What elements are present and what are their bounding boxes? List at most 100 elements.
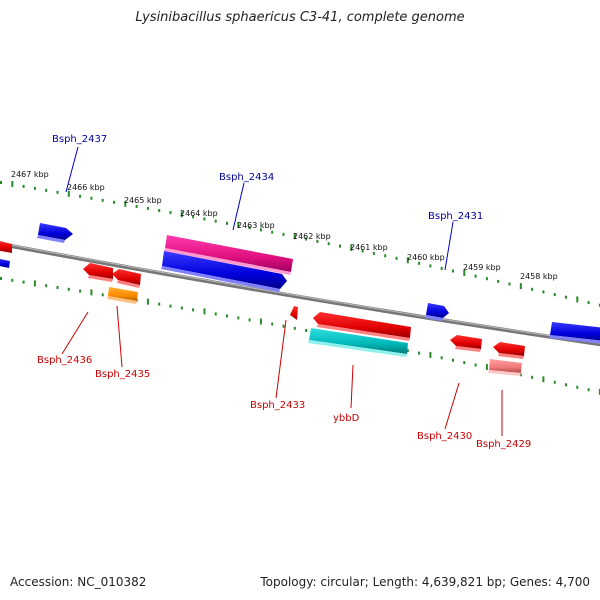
major-tick xyxy=(237,222,240,228)
minor-tick xyxy=(180,306,183,310)
gene-bsph-2435-red[interactable] xyxy=(112,269,141,288)
gene-bsph-2437[interactable] xyxy=(37,223,73,243)
kbp-label: 2464 kbp xyxy=(180,209,218,218)
minor-tick xyxy=(598,303,600,307)
minor-tick xyxy=(339,244,341,248)
gene-bsph-2436[interactable] xyxy=(83,263,113,282)
minor-tick xyxy=(542,290,545,294)
top-tick-row xyxy=(0,181,600,307)
minor-tick xyxy=(214,312,217,316)
minor-tick xyxy=(67,287,70,291)
gene-bsph-2429[interactable] xyxy=(488,359,522,376)
major-tick xyxy=(576,296,579,303)
gene-red-left-edge[interactable] xyxy=(0,240,12,253)
gene-label-bsph-2435: Bsph_2435 xyxy=(95,369,150,380)
minor-tick xyxy=(553,293,556,297)
gene-label-ybbd: ybbD xyxy=(333,413,360,424)
gene-label-bsph-2431: Bsph_2431 xyxy=(428,211,483,222)
gene-bsph-2434[interactable] xyxy=(161,235,293,292)
minor-tick xyxy=(22,280,25,284)
minor-tick xyxy=(474,274,477,278)
kbp-label: 2461 kbp xyxy=(350,243,388,252)
minor-tick xyxy=(101,198,104,202)
minor-tick xyxy=(79,289,82,293)
minor-tick xyxy=(531,287,534,291)
minor-tick xyxy=(282,232,285,236)
kbp-label: 2460 kbp xyxy=(407,253,445,262)
minor-tick xyxy=(90,196,93,200)
minor-tick xyxy=(293,326,296,330)
minor-tick xyxy=(135,204,138,208)
gene-red-long[interactable] xyxy=(313,312,411,341)
minor-tick xyxy=(418,261,421,265)
bottom-tick-row xyxy=(0,277,600,395)
major-tick xyxy=(485,363,488,370)
minor-tick xyxy=(429,264,432,268)
minor-tick xyxy=(452,358,454,362)
gene-bsph-2435[interactable] xyxy=(107,287,138,304)
gene-blue-left-edge[interactable] xyxy=(0,258,10,268)
gene-label-bsph-2434: Bsph_2434 xyxy=(219,172,274,183)
minor-tick xyxy=(384,254,387,258)
minor-tick xyxy=(33,186,36,190)
kbp-scale: 2467 kbp 2466 kbp 2465 kbp 2464 kbp 2463… xyxy=(11,170,558,281)
minor-tick xyxy=(248,318,251,322)
gene-bsph-2431[interactable] xyxy=(425,303,449,321)
minor-tick xyxy=(214,219,217,223)
minor-tick xyxy=(158,209,161,212)
minor-tick xyxy=(169,304,172,308)
minor-tick xyxy=(169,211,172,215)
minor-tick xyxy=(463,361,466,365)
gene-label-bsph-2433: Bsph_2433 xyxy=(250,400,305,411)
genome-backbone xyxy=(0,241,600,347)
major-tick xyxy=(598,388,600,395)
minor-tick xyxy=(395,256,398,260)
minor-tick xyxy=(440,356,443,360)
major-tick xyxy=(67,190,70,197)
leader-lines xyxy=(61,146,503,436)
minor-tick xyxy=(11,278,14,282)
kbp-label: 2458 kbp xyxy=(520,272,558,281)
minor-tick xyxy=(452,269,454,273)
minor-tick xyxy=(316,239,319,243)
gene-bsph-2433[interactable] xyxy=(290,306,298,320)
minor-tick xyxy=(203,217,206,221)
minor-tick xyxy=(282,324,285,328)
major-tick xyxy=(259,318,262,325)
minor-tick xyxy=(327,242,330,246)
gene-ybbd[interactable] xyxy=(308,328,408,357)
gene-label-bsph-2436: Bsph_2436 xyxy=(37,355,92,366)
gene-label-bsph-2437: Bsph_2437 xyxy=(52,134,107,145)
gene-label-bsph-2429: Bsph_2429 xyxy=(476,439,531,450)
major-tick xyxy=(350,245,353,251)
minor-tick xyxy=(305,329,308,332)
major-tick xyxy=(90,289,93,296)
major-tick xyxy=(146,298,149,305)
minor-tick xyxy=(45,284,48,288)
minor-tick xyxy=(565,383,567,387)
kbp-label: 2467 kbp xyxy=(11,170,49,179)
minor-tick xyxy=(192,308,195,312)
minor-tick xyxy=(576,385,579,389)
minor-tick xyxy=(271,230,274,234)
minor-tick xyxy=(45,188,48,192)
minor-tick xyxy=(158,302,161,306)
gene-blue-right[interactable] xyxy=(549,322,600,344)
minor-tick xyxy=(485,277,488,281)
minor-tick xyxy=(22,184,25,188)
major-tick xyxy=(203,308,206,315)
accession-text: Accession: NC_010382 xyxy=(10,575,147,589)
gene-bsph-2430[interactable] xyxy=(450,335,482,352)
minor-tick xyxy=(226,221,228,225)
minor-tick xyxy=(259,228,262,232)
kbp-label: 2462 kbp xyxy=(293,232,331,241)
genome-backbone-highlight xyxy=(0,242,600,344)
minor-tick xyxy=(418,351,421,355)
gene-bsph-2429-red[interactable] xyxy=(493,342,525,359)
gene-label-bsph-2430: Bsph_2430 xyxy=(417,431,472,442)
minor-tick xyxy=(497,279,500,283)
minor-tick xyxy=(146,206,149,210)
minor-tick xyxy=(0,181,2,184)
major-tick xyxy=(542,376,545,383)
